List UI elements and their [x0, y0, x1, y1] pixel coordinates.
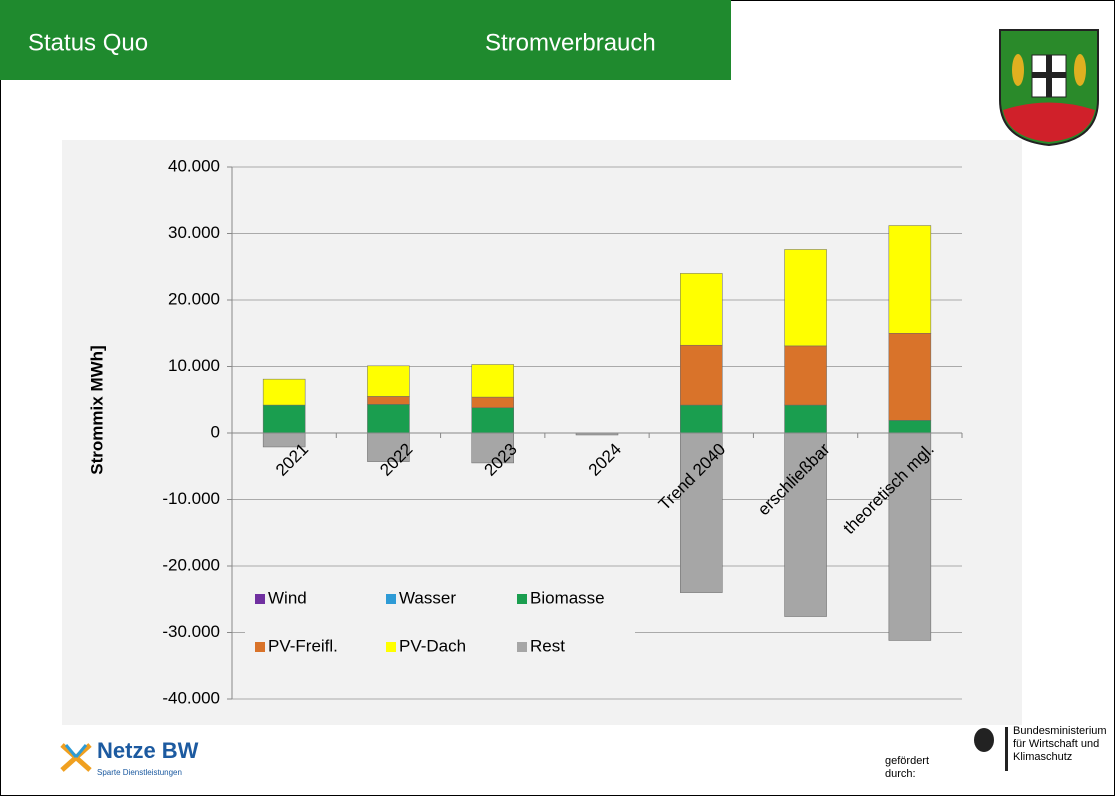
bar-segment: [471, 364, 514, 398]
bar-segment: [680, 273, 723, 346]
bar-segment: [888, 420, 932, 434]
legend-label: Wasser: [399, 588, 456, 607]
funded-text: gefördert durch:: [885, 755, 930, 780]
legend-label: Rest: [530, 636, 565, 655]
bar-segment: [680, 432, 723, 593]
legend-swatch: [386, 594, 396, 604]
legend-swatch: [255, 594, 265, 604]
bar-segment: [367, 404, 410, 434]
bar-segment: [471, 432, 514, 464]
y-tick-label: 10.000: [168, 356, 220, 375]
header-left: Status Quo: [28, 29, 148, 56]
funded-box: gefördert durch:: [885, 755, 930, 780]
legend-swatch: [386, 642, 396, 652]
legend-bg: [245, 580, 635, 666]
eagle: [974, 727, 1008, 771]
bar-segment: [784, 249, 827, 347]
y-tick-label: 0: [211, 422, 220, 441]
ministry-text: Bundesministerium für Wirtschaft und Kli…: [1013, 725, 1107, 763]
y-tick-label: 30.000: [168, 223, 220, 242]
y-tick-label: -20.000: [162, 555, 220, 574]
legend-label: Wind: [268, 588, 307, 607]
bar-segment: [784, 432, 827, 617]
y-tick-label: -40.000: [162, 688, 220, 707]
bar-segment: [784, 345, 827, 406]
y-tick-label: -10.000: [162, 489, 220, 508]
bar-segment: [888, 432, 932, 641]
legend-swatch: [517, 642, 527, 652]
legend-label: PV-Dach: [399, 636, 466, 655]
y-tick-label: 20.000: [168, 289, 220, 308]
bar-segment: [367, 432, 410, 462]
bar-segment: [888, 333, 932, 421]
bar-segment: [367, 396, 410, 405]
bar-segment: [888, 225, 932, 334]
legend-swatch: [517, 594, 527, 604]
coat-of-arms: [999, 29, 1099, 147]
bar-segment: [784, 404, 827, 434]
y-axis-label: Strommix MWh]: [87, 345, 106, 474]
bar-segment: [471, 396, 514, 408]
bar-segment: [367, 365, 410, 397]
bar-segment: [471, 407, 514, 434]
bar-segment: [262, 404, 306, 434]
legend-label: PV-Freifl.: [268, 636, 338, 655]
legend-swatch: [255, 642, 265, 652]
header-bar: [0, 0, 731, 80]
legend-label: Biomasse: [530, 588, 605, 607]
y-tick-label: -30.000: [162, 622, 220, 641]
bar-segment: [262, 378, 306, 406]
bar-segment: [680, 404, 723, 434]
logo-sub: Sparte Dienstleistungen: [97, 768, 182, 777]
y-tick-label: 40.000: [168, 156, 220, 175]
ministry-box: Bundesministerium für Wirtschaft und Kli…: [1013, 725, 1107, 763]
logo-text: Netze BW: [97, 738, 199, 763]
bar-segment: [680, 344, 723, 406]
header-right: Stromverbrauch: [485, 29, 656, 56]
netze-logo: [60, 743, 92, 772]
